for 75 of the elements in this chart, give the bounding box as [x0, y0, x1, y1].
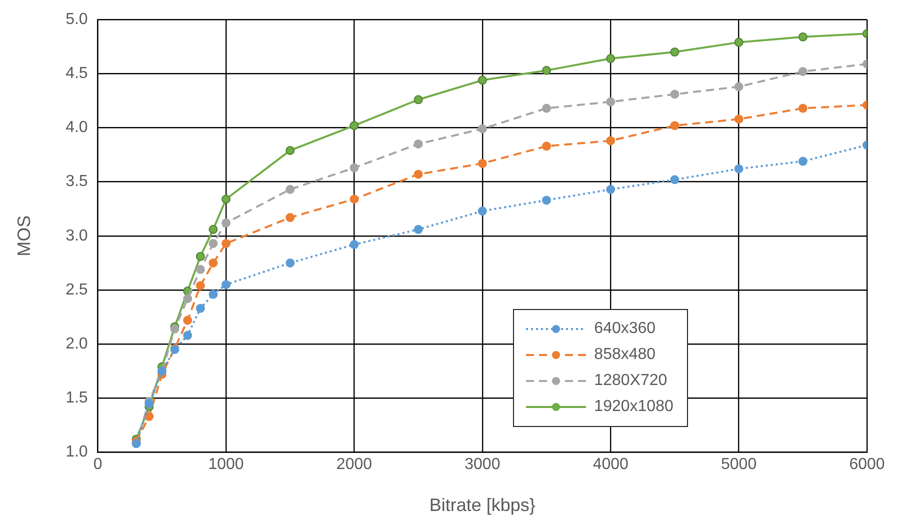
point — [196, 281, 205, 290]
legend-label: 1280X720 — [594, 372, 668, 390]
point — [734, 114, 744, 124]
point — [286, 258, 295, 268]
x-tick-label: 4000 — [592, 456, 629, 474]
y-tick-label: 2.5 — [66, 281, 88, 298]
y-tick-label: 1.0 — [66, 444, 88, 461]
point — [798, 32, 808, 42]
point — [414, 139, 423, 148]
point — [542, 142, 552, 151]
y-tick-label: 1.5 — [66, 390, 88, 407]
legend-label: 858x480 — [594, 346, 656, 364]
x-tick-label: 0 — [93, 456, 102, 474]
x-axis-title: Bitrate [kbps} — [429, 495, 536, 516]
point — [196, 264, 205, 274]
point — [542, 104, 552, 113]
point — [222, 218, 231, 228]
point — [414, 95, 423, 104]
point — [414, 170, 423, 179]
point — [478, 158, 487, 168]
point — [350, 163, 359, 172]
point — [222, 194, 231, 204]
point — [144, 399, 154, 408]
point — [208, 290, 218, 299]
y-tick-label: 3.5 — [66, 173, 88, 190]
point — [670, 175, 680, 184]
point — [798, 156, 808, 166]
x-tick-label: 5000 — [721, 456, 757, 474]
point — [606, 184, 616, 194]
point — [222, 238, 231, 248]
point — [144, 412, 154, 422]
point — [196, 252, 205, 261]
point — [183, 294, 192, 304]
point — [208, 224, 218, 234]
legend-label: 640x360 — [594, 320, 656, 338]
x-tick-label: 6000 — [849, 456, 885, 474]
point — [196, 304, 205, 313]
point — [222, 280, 231, 290]
point — [542, 196, 552, 205]
y-tick-label: 5.0 — [66, 11, 88, 28]
point — [798, 67, 808, 76]
point — [208, 238, 218, 248]
point — [478, 76, 487, 85]
point — [478, 124, 487, 134]
legend-label: 1920x1080 — [594, 398, 674, 416]
point — [734, 38, 744, 47]
point — [350, 240, 359, 250]
point — [208, 258, 218, 268]
y-tick-label: 3.0 — [66, 227, 88, 244]
point — [350, 194, 359, 204]
point — [606, 97, 616, 106]
point — [734, 164, 744, 174]
x-tick-label: 2000 — [336, 456, 372, 474]
point — [542, 66, 552, 75]
point — [183, 316, 192, 325]
y-tick-label: 4.0 — [66, 119, 88, 136]
point — [478, 206, 487, 216]
point — [670, 90, 680, 99]
point — [670, 48, 680, 57]
point — [414, 224, 423, 234]
point — [286, 184, 295, 194]
point — [734, 82, 744, 92]
point — [798, 104, 808, 113]
point — [670, 121, 680, 130]
y-axis-title: MOS — [14, 215, 34, 256]
point — [350, 121, 359, 130]
point — [606, 136, 616, 146]
point — [286, 146, 295, 155]
point — [286, 213, 295, 222]
y-tick-label: 2.0 — [66, 335, 88, 352]
x-tick-label: 3000 — [464, 456, 500, 474]
point — [606, 54, 616, 64]
y-tick-label: 4.5 — [66, 65, 88, 82]
x-tick-label: 1000 — [208, 456, 244, 474]
point — [183, 330, 192, 340]
